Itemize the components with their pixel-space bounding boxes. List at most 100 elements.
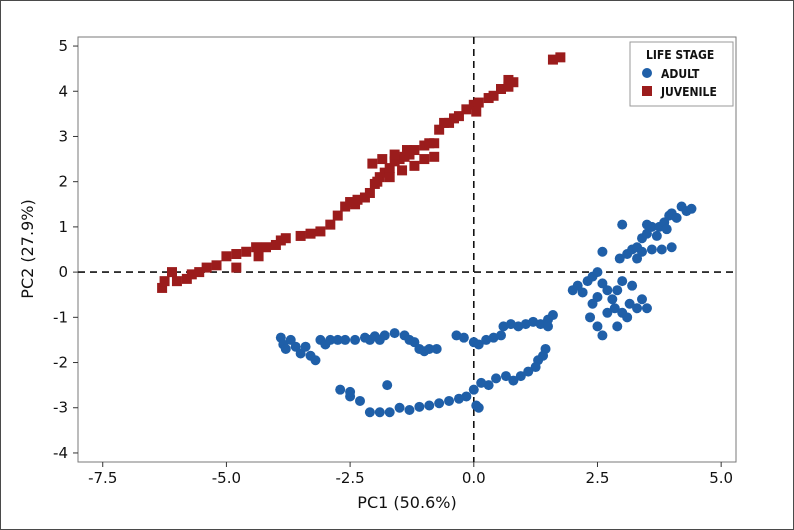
adult-point <box>592 321 603 332</box>
juvenile-point <box>251 242 262 253</box>
adult-point <box>651 230 662 241</box>
juvenile-point <box>429 138 440 149</box>
legend-label-juvenile: JUVENILE <box>660 85 717 99</box>
x-tick-label: 2.5 <box>586 469 610 487</box>
juvenile-point <box>186 269 197 280</box>
adult-point <box>444 395 455 406</box>
juvenile-point <box>389 149 400 160</box>
adult-point <box>614 253 625 264</box>
adult-point <box>491 373 502 384</box>
adult-point <box>612 285 623 296</box>
juvenile-point <box>194 267 205 278</box>
juvenile-point <box>367 158 378 169</box>
adult-point <box>340 334 351 345</box>
adult-point <box>280 343 291 354</box>
adult-point <box>602 307 613 318</box>
adult-point <box>515 371 526 382</box>
adult-point <box>612 321 623 332</box>
juvenile-point <box>419 154 430 165</box>
juvenile-point <box>471 106 482 117</box>
y-axis: -4 -3 -2 -1 0 1 2 3 4 5 <box>53 37 78 462</box>
juvenile-point <box>434 124 445 135</box>
juvenile-point <box>547 54 558 65</box>
adult-point <box>686 203 697 214</box>
x-tick-label: 5.0 <box>709 469 733 487</box>
adult-point <box>458 332 469 343</box>
data-points <box>157 52 697 418</box>
x-tick-label: -7.5 <box>88 469 117 487</box>
adult-point <box>602 285 613 296</box>
adult-point <box>508 375 519 386</box>
juvenile-point <box>473 97 484 108</box>
adult-point <box>666 242 677 253</box>
juvenile-point <box>231 262 242 273</box>
adult-point <box>622 312 633 323</box>
y-tick-label: 1 <box>58 218 68 236</box>
legend-label-adult: ADULT <box>661 67 700 81</box>
juvenile-point <box>453 111 464 122</box>
adult-point <box>424 400 435 411</box>
adult-point <box>637 294 647 305</box>
juvenile-point <box>409 145 420 156</box>
juvenile-point <box>241 246 252 257</box>
adult-point <box>355 395 365 406</box>
juvenile-point <box>488 90 499 101</box>
x-tick-label: 0.0 <box>462 469 486 487</box>
x-tick-label: -2.5 <box>335 469 364 487</box>
juvenile-point <box>377 154 388 165</box>
adult-point <box>656 244 667 255</box>
adult-point <box>617 276 628 287</box>
adult-point <box>382 380 393 391</box>
adult-point <box>547 310 558 321</box>
juvenile-point <box>157 282 168 293</box>
adult-point <box>609 303 620 314</box>
juvenile-point <box>444 117 455 128</box>
y-tick-label: 4 <box>58 82 68 100</box>
juvenile-point <box>201 262 212 273</box>
juvenile-point <box>280 233 291 244</box>
adult-point <box>597 246 608 257</box>
adult-point <box>389 328 400 339</box>
juvenile-point <box>429 151 440 162</box>
y-tick-label: -2 <box>53 354 68 372</box>
juvenile-point <box>315 226 326 237</box>
adult-point <box>374 407 385 418</box>
adult-point <box>637 246 647 257</box>
series-adult <box>275 201 697 418</box>
juvenile-point <box>253 251 264 262</box>
juvenile-point <box>221 251 232 262</box>
adult-point <box>592 267 603 278</box>
y-tick-label: 5 <box>58 37 68 55</box>
adult-point <box>394 402 405 413</box>
juvenile-point <box>496 83 506 94</box>
adult-point <box>431 343 442 354</box>
adult-point <box>379 330 390 341</box>
adult-point <box>646 244 657 255</box>
legend: LIFE STAGE ADULT JUVENILE <box>629 41 734 107</box>
adult-point <box>335 384 346 395</box>
adult-point <box>496 330 506 341</box>
adult-point <box>434 398 445 409</box>
juvenile-point <box>402 145 412 156</box>
juvenile-point <box>171 276 182 287</box>
juvenile-point <box>332 210 343 221</box>
adult-point <box>607 294 618 305</box>
juvenile-point <box>364 187 375 198</box>
adult-point <box>473 402 484 413</box>
adult-point <box>473 339 484 350</box>
y-tick-label: 3 <box>58 127 68 145</box>
adult-point <box>364 407 375 418</box>
juvenile-point <box>350 199 361 210</box>
adult-point <box>624 298 635 309</box>
juvenile-point <box>372 176 383 187</box>
adult-point <box>476 377 487 388</box>
adult-point <box>641 303 652 314</box>
juvenile-point <box>295 230 306 241</box>
x-axis-title: PC1 (50.6%) <box>357 493 456 512</box>
adult-point <box>617 219 628 230</box>
adult-point <box>468 384 479 395</box>
juvenile-point <box>503 74 514 85</box>
y-tick-label: -3 <box>53 399 68 417</box>
juvenile-point <box>555 52 566 63</box>
adult-point <box>627 280 638 291</box>
